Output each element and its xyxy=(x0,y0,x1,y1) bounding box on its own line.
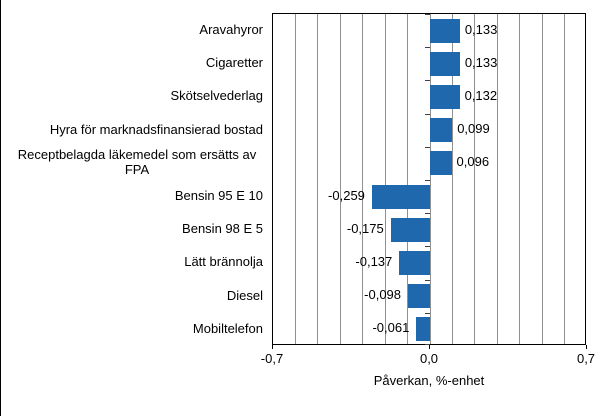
gridline xyxy=(519,14,521,344)
category-label: Cigaretter xyxy=(205,55,263,71)
gridline xyxy=(339,14,341,344)
value-label: 0,133 xyxy=(464,21,498,37)
category-label: Mobiltelefon xyxy=(192,320,263,336)
gridline xyxy=(294,14,296,344)
bar xyxy=(371,184,430,209)
value-label: 0,132 xyxy=(464,88,498,103)
bar xyxy=(430,51,460,76)
bar xyxy=(430,151,452,176)
x-tick-label-negative: -0,7 xyxy=(260,351,284,366)
gridline xyxy=(474,14,476,344)
bar xyxy=(390,217,430,242)
category-tick xyxy=(425,313,430,314)
category-label: Receptbelagda läkemedel som ersätts av F… xyxy=(17,147,257,178)
category-tick xyxy=(425,246,430,247)
category-tick xyxy=(425,47,430,48)
category-label: Lätt brännolja xyxy=(184,254,263,270)
x-axis-tick xyxy=(272,345,273,349)
value-label: -0,098 xyxy=(364,287,402,303)
category-label: Hyra för marknadsfinansierad bostad xyxy=(49,121,263,137)
value-label: 0,096 xyxy=(456,154,490,170)
gridline xyxy=(564,14,566,344)
category-tick xyxy=(425,114,430,115)
category-label: Bensin 98 E 5 xyxy=(182,221,263,237)
bar xyxy=(399,251,430,275)
value-label: 0,133 xyxy=(464,54,498,70)
gridline xyxy=(496,14,498,344)
bar xyxy=(416,317,430,342)
x-axis-title: Påverkan, %-enhet xyxy=(373,373,485,388)
category-tick xyxy=(425,213,430,214)
bar xyxy=(430,118,453,143)
category-tick xyxy=(425,180,430,181)
category-tick xyxy=(425,147,430,148)
category-tick xyxy=(425,80,430,81)
x-tick-label-zero: 0,0 xyxy=(419,351,439,366)
category-tick xyxy=(425,14,430,15)
bar xyxy=(430,85,460,109)
category-label: Aravahyror xyxy=(199,22,263,38)
x-tick-label-positive: 0,7 xyxy=(576,351,596,366)
category-label: Bensin 95 E 10 xyxy=(174,188,263,204)
x-axis-tick xyxy=(429,345,430,349)
image-left-border xyxy=(0,0,1,416)
category-label: Diesel xyxy=(226,287,263,303)
gridline xyxy=(451,14,453,344)
category-tick xyxy=(425,280,430,281)
gridline xyxy=(541,14,543,344)
value-label: -0,137 xyxy=(355,254,393,269)
gridline xyxy=(317,14,319,344)
gridline xyxy=(429,14,431,344)
value-label: 0,099 xyxy=(457,121,490,137)
value-label: -0,259 xyxy=(328,187,365,203)
x-axis-tick xyxy=(586,345,587,349)
bar xyxy=(408,284,430,309)
category-tick xyxy=(425,344,430,345)
category-label: Skötselvederlag xyxy=(170,88,264,104)
gridline xyxy=(407,14,409,344)
gridline xyxy=(384,14,386,344)
gridline xyxy=(362,14,364,344)
value-label: -0,175 xyxy=(346,220,384,236)
plot-area xyxy=(272,13,586,345)
bar xyxy=(430,18,460,43)
value-label: -0,061 xyxy=(372,320,410,336)
